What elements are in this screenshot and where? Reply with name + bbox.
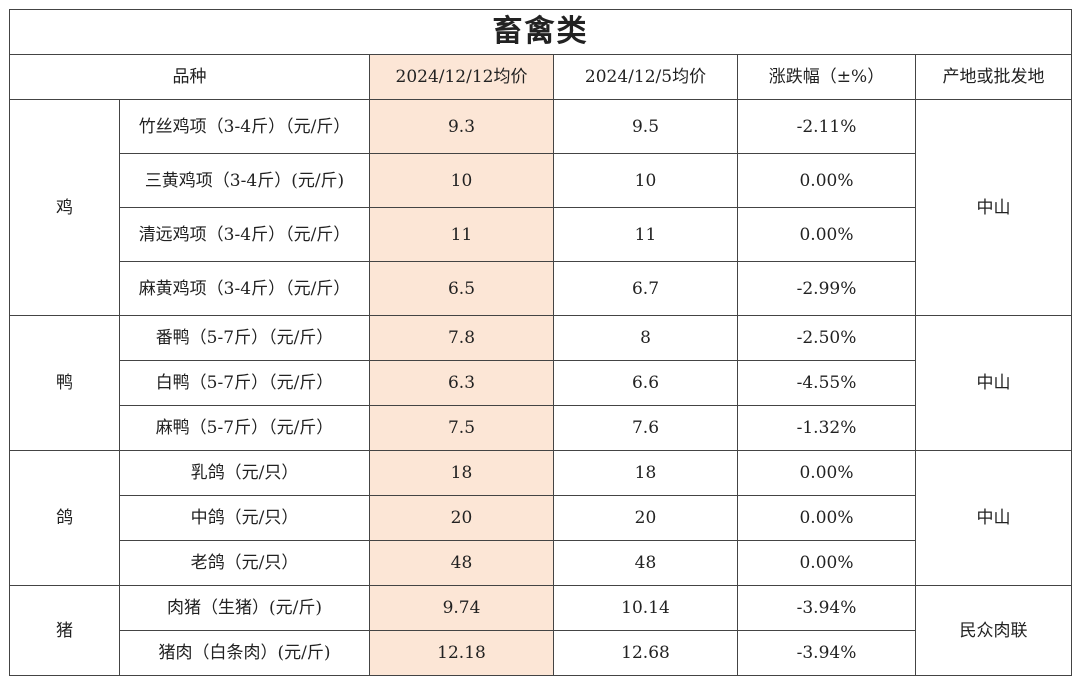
change-cell: 0.00% [737, 153, 916, 208]
header-price-previous: 2024/12/5均价 [553, 54, 738, 100]
price-previous-cell: 20 [553, 495, 738, 541]
variety-cell: 三黄鸡项（3-4斤）(元/斤) [119, 153, 370, 208]
price-current-cell: 10 [369, 153, 554, 208]
category-cell: 鸡 [9, 99, 120, 316]
table-row: 三黄鸡项（3-4斤）(元/斤) 10 10 0.00% [10, 153, 1072, 208]
price-previous-cell: 12.68 [553, 630, 738, 676]
change-cell: -4.55% [737, 360, 916, 406]
price-previous-cell: 18 [553, 450, 738, 496]
price-previous-cell: 7.6 [553, 405, 738, 451]
price-current-cell: 6.5 [369, 261, 554, 316]
table-row: 鸭 番鸭（5-7斤）（元/斤） 7.8 8 -2.50% 中山 [9, 315, 1072, 451]
price-previous-cell: 9.5 [553, 99, 738, 154]
price-current-cell: 7.8 [369, 315, 554, 361]
variety-cell: 老鸽（元/只） [119, 540, 370, 586]
header-price-current: 2024/12/12均价 [369, 54, 554, 100]
change-cell: -2.11% [737, 99, 916, 154]
variety-cell: 竹丝鸡项（3-4斤）（元/斤） [119, 99, 370, 154]
variety-cell: 清远鸡项（3-4斤）（元/斤） [119, 207, 370, 262]
table-row: 白鸭（5-7斤）（元/斤） 6.3 6.6 -4.55% [10, 360, 1072, 406]
table-title: 畜禽类 [9, 9, 1072, 55]
price-previous-cell: 48 [553, 540, 738, 586]
table-row: 猪肉（白条肉）(元/斤) 12.18 12.68 -3.94% [10, 630, 1072, 676]
category-cell: 鸭 [9, 315, 120, 451]
price-table: 畜禽类 品种 2024/12/12均价 2024/12/5均价 涨跌幅（±%） … [9, 9, 1072, 676]
variety-cell: 番鸭（5-7斤）（元/斤） [119, 315, 370, 361]
table-row: 老鸽（元/只） 48 48 0.00% [10, 540, 1072, 586]
price-previous-cell: 6.6 [553, 360, 738, 406]
category-cell: 猪 [9, 585, 120, 676]
price-current-cell: 9.74 [369, 585, 554, 631]
origin-cell: 中山 [915, 99, 1072, 316]
price-sheet: 畜禽类 品种 2024/12/12均价 2024/12/5均价 涨跌幅（±%） … [9, 9, 1072, 685]
table-row: 麻鸭（5-7斤）（元/斤） 7.5 7.6 -1.32% [10, 405, 1072, 451]
price-current-cell: 20 [369, 495, 554, 541]
origin-cell: 中山 [915, 315, 1072, 451]
table-row: 鸽 乳鸽（元/只） 18 18 0.00% 中山 [9, 450, 1072, 586]
change-cell: -3.94% [737, 585, 916, 631]
variety-cell: 白鸭（5-7斤）（元/斤） [119, 360, 370, 406]
table-row: 鸡 竹丝鸡项（3-4斤）（元/斤） 9.3 9.5 -2.11% 中山 [9, 99, 1072, 316]
change-cell: -3.94% [737, 630, 916, 676]
table-row: 猪 肉猪（生猪）(元/斤) 9.74 10.14 -3.94% 民众肉联 [9, 585, 1072, 676]
price-current-cell: 11 [369, 207, 554, 262]
price-current-cell: 6.3 [369, 360, 554, 406]
variety-cell: 肉猪（生猪）(元/斤) [119, 585, 370, 631]
variety-cell: 猪肉（白条肉）(元/斤) [119, 630, 370, 676]
origin-cell: 中山 [915, 450, 1072, 586]
table-row: 麻黄鸡项（3-4斤）（元/斤） 6.5 6.7 -2.99% [10, 261, 1072, 316]
table-row: 清远鸡项（3-4斤）（元/斤） 11 11 0.00% [10, 207, 1072, 262]
origin-cell: 民众肉联 [915, 585, 1072, 676]
price-current-cell: 48 [369, 540, 554, 586]
price-previous-cell: 8 [553, 315, 738, 361]
variety-cell: 中鸽（元/只） [119, 495, 370, 541]
variety-cell: 麻黄鸡项（3-4斤）（元/斤） [119, 261, 370, 316]
category-cell: 鸽 [9, 450, 120, 586]
change-cell: -1.32% [737, 405, 916, 451]
price-previous-cell: 11 [553, 207, 738, 262]
variety-cell: 乳鸽（元/只） [119, 450, 370, 496]
price-current-cell: 18 [369, 450, 554, 496]
price-previous-cell: 10.14 [553, 585, 738, 631]
table-row: 中鸽（元/只） 20 20 0.00% [10, 495, 1072, 541]
change-cell: 0.00% [737, 450, 916, 496]
price-current-cell: 7.5 [369, 405, 554, 451]
header-variety: 品种 [9, 54, 370, 100]
price-current-cell: 9.3 [369, 99, 554, 154]
change-cell: -2.50% [737, 315, 916, 361]
change-cell: 0.00% [737, 207, 916, 262]
price-current-cell: 12.18 [369, 630, 554, 676]
change-cell: -2.99% [737, 261, 916, 316]
price-previous-cell: 10 [553, 153, 738, 208]
header-change: 涨跌幅（±%） [737, 54, 916, 100]
variety-cell: 麻鸭（5-7斤）（元/斤） [119, 405, 370, 451]
header-origin: 产地或批发地 [915, 54, 1072, 100]
change-cell: 0.00% [737, 540, 916, 586]
change-cell: 0.00% [737, 495, 916, 541]
price-previous-cell: 6.7 [553, 261, 738, 316]
